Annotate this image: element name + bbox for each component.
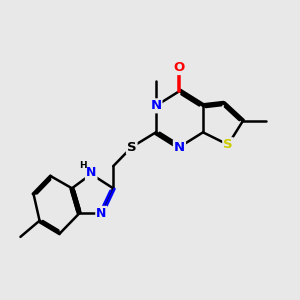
Text: N: N	[86, 167, 96, 179]
Text: N: N	[86, 168, 96, 181]
Text: O: O	[174, 61, 185, 74]
Text: N: N	[96, 207, 106, 220]
Text: N: N	[174, 141, 185, 154]
Text: N: N	[150, 99, 161, 112]
Text: H: H	[79, 161, 87, 170]
Text: S: S	[127, 141, 136, 154]
Text: S: S	[223, 138, 233, 151]
